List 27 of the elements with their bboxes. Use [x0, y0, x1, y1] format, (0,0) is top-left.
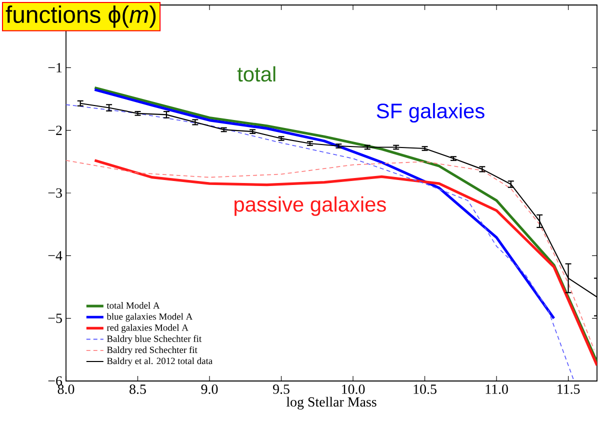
x-tick-label: 10.0	[342, 384, 365, 394]
annotation: total	[237, 66, 276, 82]
line-series	[93, 88, 556, 320]
y-tick-label: −6	[48, 376, 62, 386]
legend-label: red galaxies Model A	[106, 324, 188, 333]
y-tick-label: −1	[48, 63, 62, 72]
x-tick-label: 10.5	[414, 384, 436, 394]
legend-label: total Model A	[106, 302, 160, 309]
y-tick-label: −2	[48, 126, 62, 135]
chart-title: functions ϕ(m)	[6, 5, 156, 28]
y-tick-label: −4	[48, 251, 62, 260]
x-tick-label: 8.0	[58, 384, 74, 394]
y-tick-label: −5	[48, 314, 62, 323]
legend-label: Baldry red Schechter fit	[106, 346, 198, 356]
line-series	[66, 104, 574, 381]
x-tick-label: 11.0	[486, 384, 508, 394]
y-tick-label: −3	[48, 188, 62, 198]
x-axis-title: log Stellar Mass	[286, 396, 376, 410]
x-tick-label: 8.5	[130, 384, 146, 394]
annotation: passive galaxies	[234, 196, 386, 216]
legend-label: Baldry blue Schechter fit	[106, 335, 202, 344]
annotation: SF galaxies	[376, 103, 484, 123]
x-tick-label: 9.5	[273, 384, 290, 394]
legend-label: Baldry et al. 2012 total data	[106, 357, 213, 366]
legend-label: blue galaxies Model A	[106, 313, 193, 322]
x-tick-label: 11.5	[558, 384, 580, 394]
x-tick-label: 9.0	[201, 384, 218, 394]
